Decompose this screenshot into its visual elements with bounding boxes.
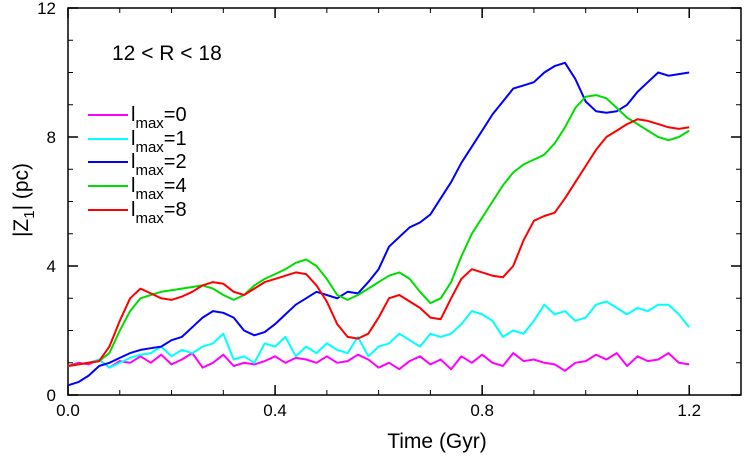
y-tick-label: 12 — [37, 0, 56, 18]
series-line-0 — [67, 352, 690, 372]
series-layer — [67, 61, 690, 387]
y-axis-label-pre: |Z — [10, 219, 33, 237]
series-line-2 — [67, 61, 690, 387]
legend-label: lmax=8 — [131, 199, 187, 227]
annotation-text: 12 < R < 18 — [112, 42, 222, 65]
y-tick-label: 8 — [47, 128, 56, 147]
series-line-4 — [67, 118, 690, 367]
x-tick-label: 1.2 — [677, 401, 701, 420]
y-axis-label: |Z1| (pc) — [10, 163, 38, 237]
legend-label: lmax=2 — [131, 151, 187, 179]
y-tick-label: 0 — [47, 386, 56, 405]
axis-ticks: 0.0 0.4 0.8 1.2 0 4 8 12 — [37, 0, 742, 420]
legend-label: lmax=4 — [131, 175, 187, 203]
y-axis-label-sub: 1 — [21, 210, 38, 218]
series-line-3 — [67, 94, 690, 367]
x-tick-label: 0.0 — [56, 401, 80, 420]
series-line-1 — [67, 300, 690, 369]
x-axis-label: Time (Gyr) — [387, 430, 487, 453]
legend-label: lmax=1 — [131, 128, 187, 156]
y-axis-label-post: | (pc) — [10, 163, 33, 210]
legend-label: lmax=0 — [131, 104, 187, 132]
x-tick-label: 0.8 — [470, 401, 494, 420]
x-tick-label: 0.4 — [263, 401, 287, 420]
y-tick-label: 4 — [47, 257, 56, 276]
